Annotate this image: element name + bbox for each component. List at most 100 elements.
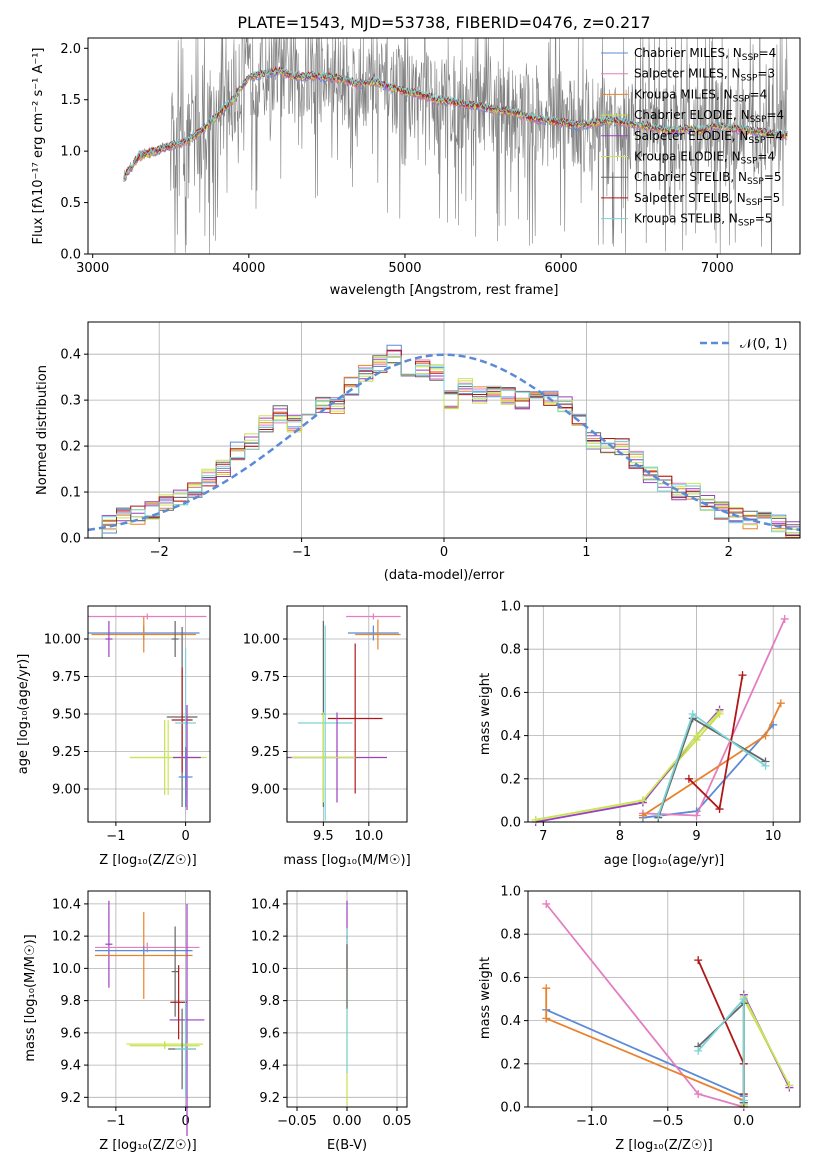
x-tick-label: 0.05 <box>383 1114 412 1129</box>
weight-point-marker <box>761 731 770 740</box>
histogram-ylabel: Normed distribution <box>35 365 50 495</box>
histogram-xlabel: (data-model)/error <box>384 568 505 583</box>
y-tick-label: 0.0 <box>500 1101 521 1116</box>
x-tick-label: −1 <box>292 545 311 560</box>
ageM-xlabel: mass [log₁₀(M/M☉)] <box>283 853 410 868</box>
y-tick-label: 9.25 <box>52 745 81 760</box>
y-tick-label: 10.0 <box>251 962 280 977</box>
weight-point-marker <box>542 984 551 993</box>
x-tick-label: 0 <box>181 829 189 844</box>
x-tick-label: −1.0 <box>576 1114 608 1129</box>
x-tick-label: 6000 <box>545 261 578 276</box>
mass-vs-metallicity-panel: −1 0 9.2 9.4 9.6 9.8 10.0 10.2 10.4 <box>52 890 211 1137</box>
y-tick-label: 0.5 <box>60 196 81 211</box>
x-tick-label: 9 <box>692 829 700 844</box>
wAge-xlabel: age [log₁₀(age/yr)] <box>604 853 725 868</box>
y-tick-label: 1.0 <box>500 600 521 615</box>
weight-series-kroupa-elodie <box>535 711 721 821</box>
y-tick-label: 9.00 <box>52 783 81 798</box>
spectrum-legend: Chabrier MILES, NSSP=4 Salpeter MILES, NS… <box>601 46 784 229</box>
y-tick-label: 9.25 <box>251 745 280 760</box>
y-tick-label: 0.0 <box>60 248 81 263</box>
spectrum-title: PLATE=1543, MJD=53738, FIBERID=0476, z=0… <box>237 13 650 32</box>
x-tick-label: 4000 <box>232 261 265 276</box>
mass-vs-ebv-panel: −0.05 0.00 0.05 9.2 9.4 9.6 9.8 10.0 10.2 10.4 <box>251 890 412 1129</box>
x-tick-label: 10.0 <box>354 829 383 844</box>
y-tick-label: 10.2 <box>52 930 81 945</box>
residual-histogram-kroupa-stelib <box>88 355 800 539</box>
weight-point-marker <box>692 811 701 820</box>
legend-entry: Kroupa MILES, NSSP=4 <box>634 87 767 104</box>
y-tick-label: 0.0 <box>500 816 521 831</box>
x-tick-label: −1 <box>106 1114 125 1129</box>
weight-point-marker <box>776 699 785 708</box>
y-tick-label: 9.2 <box>60 1091 81 1106</box>
weight-vs-metallicity-panel: −1.0 −0.5 0.0 0.0 0.2 0.4 0.6 0.8 1.0 <box>500 885 801 1129</box>
mZ-xlabel: Z [log₁₀(Z/Z☉)] <box>99 1138 196 1153</box>
y-tick-label: 2.0 <box>60 42 81 57</box>
x-tick-label: 8 <box>616 829 624 844</box>
observed-flux-line <box>123 37 788 255</box>
histogram-legend-label: 𝒩(0, 1) <box>740 337 787 352</box>
spectrum-xlabel: wavelength [Angstrom, rest frame] <box>330 283 559 298</box>
y-tick-label: 0.8 <box>500 643 521 658</box>
legend-entry: Salpeter ELODIE, NSSP=4 <box>634 129 783 146</box>
legend-entry: Chabrier MILES, NSSP=4 <box>634 46 776 63</box>
weight-point-marker <box>542 1014 551 1023</box>
wAge-ylabel: mass weight <box>478 673 493 755</box>
y-tick-label: 9.8 <box>259 994 280 1009</box>
weight-point-marker <box>684 774 693 783</box>
weight-point-marker <box>694 956 703 965</box>
age-vs-mass-panel: 9.5 10.0 9.00 9.25 9.50 9.75 10.00 <box>243 605 408 844</box>
x-tick-label: 7 <box>539 829 547 844</box>
y-tick-label: 9.8 <box>60 994 81 1009</box>
spectrum-ylabel: Flux [fλ10⁻¹⁷ erg cm⁻² s⁻¹ A⁻¹] <box>31 48 46 245</box>
x-tick-label: −0.05 <box>277 1114 317 1129</box>
x-tick-label: 0.0 <box>733 1114 754 1129</box>
legend-entry: Chabrier STELIB, NSSP=5 <box>634 170 782 187</box>
mZ-ylabel: mass [log₁₀(M/M☉)] <box>23 934 38 1061</box>
weight-point-marker <box>715 805 724 814</box>
y-tick-label: 10.4 <box>52 897 81 912</box>
histogram-legend: 𝒩(0, 1) <box>700 337 787 352</box>
residual-histogram-panel: −2 −1 0 1 2 0.0 0.1 0.2 0.3 0.4 (data-model)/erro… <box>35 321 801 583</box>
x-tick-label: −0.5 <box>652 1114 684 1129</box>
legend-entry: Chabrier ELODIE, NSSP=4 <box>634 108 784 125</box>
mE-xlabel: E(B-V) <box>327 1138 367 1153</box>
weight-point-marker <box>638 811 647 820</box>
y-tick-label: 9.4 <box>60 1059 81 1074</box>
y-tick-label: 9.50 <box>251 708 280 723</box>
x-tick-label: 3000 <box>76 261 109 276</box>
y-tick-label: 0.8 <box>500 928 521 943</box>
x-tick-label: −2 <box>150 545 169 560</box>
legend-entry: Salpeter STELIB, NSSP=5 <box>634 191 780 208</box>
y-tick-label: 9.75 <box>251 670 280 685</box>
y-tick-label: 9.6 <box>259 1026 280 1041</box>
y-tick-label: 0.6 <box>500 686 521 701</box>
y-tick-label: 1.0 <box>60 145 81 160</box>
y-tick-label: 9.4 <box>259 1059 280 1074</box>
x-tick-label: 1 <box>582 545 590 560</box>
x-tick-label: −1 <box>106 829 125 844</box>
y-tick-label: 9.75 <box>52 670 81 685</box>
x-tick-label: 10 <box>765 829 782 844</box>
y-tick-label: 0.2 <box>500 1057 521 1072</box>
weight-vs-age-panel: 7 8 9 10 0.0 0.2 0.4 0.6 0.8 1.0 <box>500 600 801 844</box>
model-spectra <box>123 65 788 183</box>
y-tick-label: 0.6 <box>500 971 521 986</box>
weight-point-marker <box>761 761 770 770</box>
weight-point-marker <box>531 815 540 824</box>
x-tick-label: 7000 <box>701 261 734 276</box>
spectrum-panel: PLATE=1543, MJD=53738, FIBERID=0476, z=0… <box>31 13 801 298</box>
weight-point-marker <box>638 796 647 805</box>
x-tick-label: 9.5 <box>313 829 334 844</box>
weight-point-marker <box>738 671 747 680</box>
y-tick-label: 0.4 <box>500 729 521 744</box>
legend-entry: Kroupa ELODIE, NSSP=4 <box>634 150 775 167</box>
weight-point-marker <box>739 1096 748 1105</box>
y-tick-label: 0.4 <box>500 1014 521 1029</box>
ageZ-xlabel: Z [log₁₀(Z/Z☉)] <box>99 853 196 868</box>
x-tick-label: 5000 <box>388 261 421 276</box>
y-tick-label: 9.6 <box>60 1026 81 1041</box>
x-tick-label: 0 <box>440 545 448 560</box>
